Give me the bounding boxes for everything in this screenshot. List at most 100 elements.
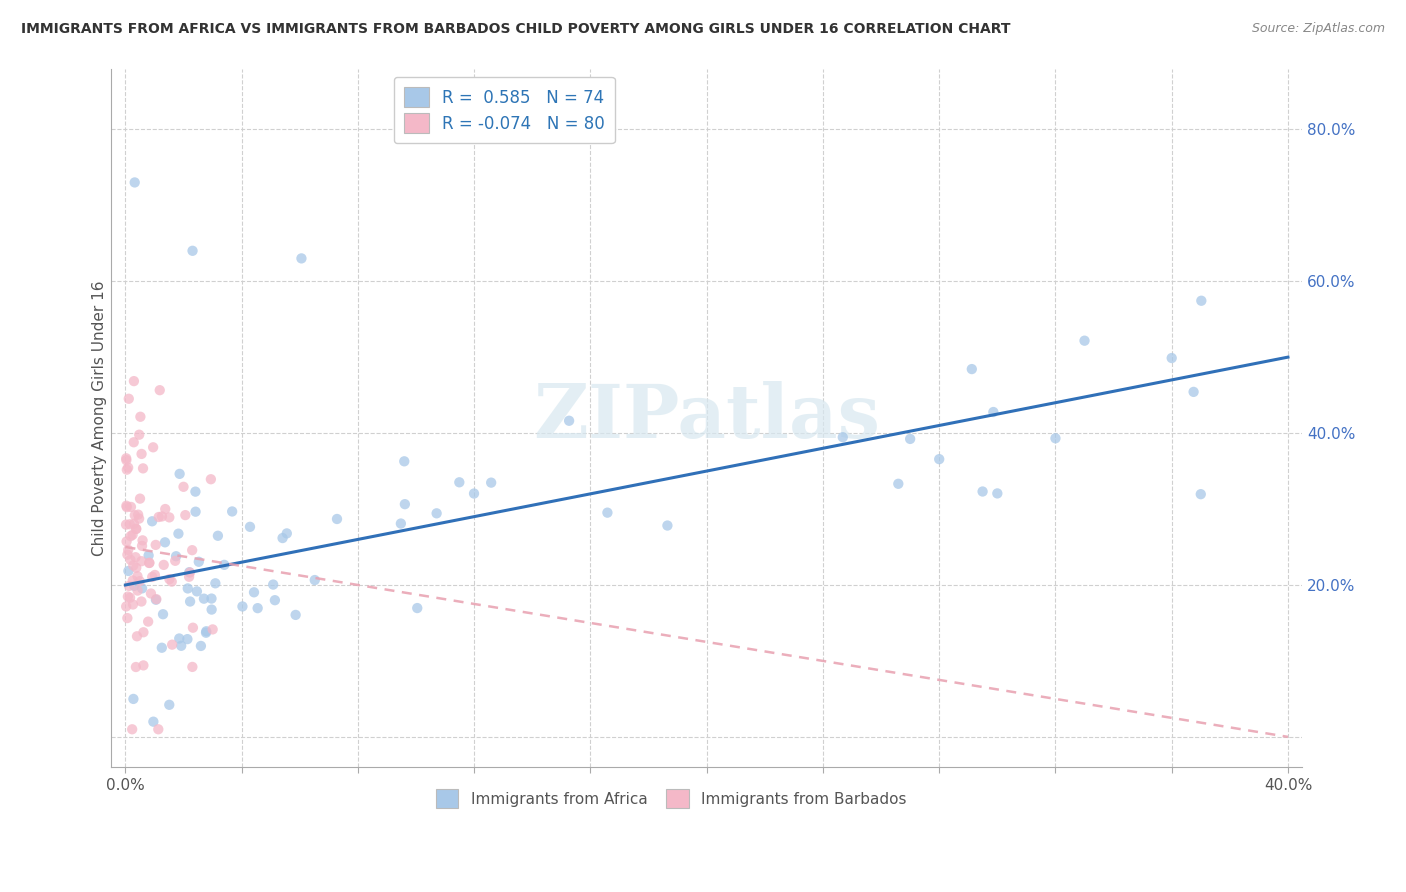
Point bbox=[120, 553, 142, 567]
Point bbox=[200, 472, 222, 486]
Point bbox=[1189, 293, 1212, 308]
Point bbox=[184, 484, 207, 499]
Point bbox=[1189, 487, 1212, 501]
Point bbox=[149, 383, 172, 397]
Point bbox=[115, 499, 138, 513]
Point bbox=[115, 599, 138, 614]
Point bbox=[121, 723, 143, 737]
Point bbox=[167, 526, 190, 541]
Point bbox=[122, 516, 145, 531]
Point bbox=[121, 574, 143, 588]
Point bbox=[117, 542, 139, 557]
Point bbox=[479, 475, 502, 490]
Point bbox=[128, 511, 150, 525]
Point bbox=[124, 508, 146, 523]
Point bbox=[243, 585, 266, 599]
Point bbox=[131, 533, 153, 548]
Point bbox=[200, 591, 222, 606]
Point bbox=[449, 475, 471, 490]
Point bbox=[117, 611, 139, 625]
Point bbox=[131, 554, 153, 568]
Point bbox=[204, 576, 226, 591]
Point bbox=[121, 528, 143, 542]
Point bbox=[262, 577, 284, 591]
Point bbox=[214, 558, 236, 572]
Point bbox=[136, 615, 159, 629]
Point bbox=[983, 405, 1005, 419]
Point bbox=[394, 497, 416, 511]
Point bbox=[145, 592, 167, 607]
Point bbox=[596, 506, 619, 520]
Point bbox=[181, 244, 204, 258]
Point bbox=[127, 583, 149, 598]
Point bbox=[558, 414, 581, 428]
Point bbox=[463, 486, 485, 500]
Point bbox=[125, 660, 148, 674]
Point bbox=[125, 629, 148, 643]
Point bbox=[184, 505, 207, 519]
Point bbox=[201, 623, 224, 637]
Point bbox=[118, 517, 141, 532]
Point bbox=[207, 529, 229, 543]
Point bbox=[394, 454, 416, 468]
Point bbox=[131, 582, 153, 596]
Point bbox=[246, 601, 269, 615]
Point bbox=[115, 517, 138, 532]
Point bbox=[141, 570, 163, 584]
Point bbox=[160, 638, 183, 652]
Point bbox=[115, 534, 138, 549]
Point bbox=[122, 558, 145, 573]
Point bbox=[193, 591, 215, 606]
Point bbox=[150, 509, 173, 524]
Point bbox=[127, 508, 149, 522]
Point bbox=[128, 574, 150, 589]
Point bbox=[152, 558, 174, 572]
Point bbox=[142, 714, 165, 729]
Point bbox=[118, 579, 141, 593]
Point bbox=[131, 447, 153, 461]
Point bbox=[1045, 431, 1067, 445]
Point bbox=[141, 514, 163, 528]
Point bbox=[177, 582, 200, 596]
Text: ZIPatlas: ZIPatlas bbox=[533, 382, 880, 454]
Point bbox=[115, 500, 138, 515]
Point bbox=[145, 592, 167, 607]
Point bbox=[1160, 351, 1182, 365]
Point bbox=[125, 560, 148, 574]
Point bbox=[190, 639, 212, 653]
Point bbox=[181, 660, 204, 674]
Point bbox=[165, 554, 187, 568]
Point bbox=[117, 590, 139, 604]
Point bbox=[157, 698, 180, 712]
Point bbox=[157, 510, 180, 524]
Point bbox=[128, 427, 150, 442]
Point bbox=[887, 476, 910, 491]
Point bbox=[304, 573, 326, 587]
Point bbox=[160, 574, 183, 589]
Point bbox=[201, 602, 224, 616]
Point bbox=[131, 594, 153, 608]
Point bbox=[143, 568, 166, 582]
Point bbox=[124, 176, 146, 190]
Point bbox=[115, 453, 138, 467]
Point bbox=[122, 435, 145, 450]
Point bbox=[127, 569, 149, 583]
Point bbox=[426, 506, 449, 520]
Point bbox=[122, 374, 145, 388]
Point bbox=[898, 432, 921, 446]
Point bbox=[276, 526, 298, 541]
Y-axis label: Child Poverty Among Girls Under 16: Child Poverty Among Girls Under 16 bbox=[93, 280, 107, 556]
Point bbox=[138, 556, 160, 570]
Point bbox=[131, 539, 153, 553]
Point bbox=[239, 520, 262, 534]
Point bbox=[153, 535, 176, 549]
Point bbox=[181, 621, 204, 635]
Point bbox=[986, 486, 1008, 500]
Point bbox=[117, 564, 139, 578]
Point bbox=[115, 463, 138, 477]
Point bbox=[165, 549, 187, 564]
Point bbox=[124, 550, 146, 565]
Point bbox=[389, 516, 412, 531]
Point bbox=[142, 440, 165, 454]
Point bbox=[960, 362, 983, 376]
